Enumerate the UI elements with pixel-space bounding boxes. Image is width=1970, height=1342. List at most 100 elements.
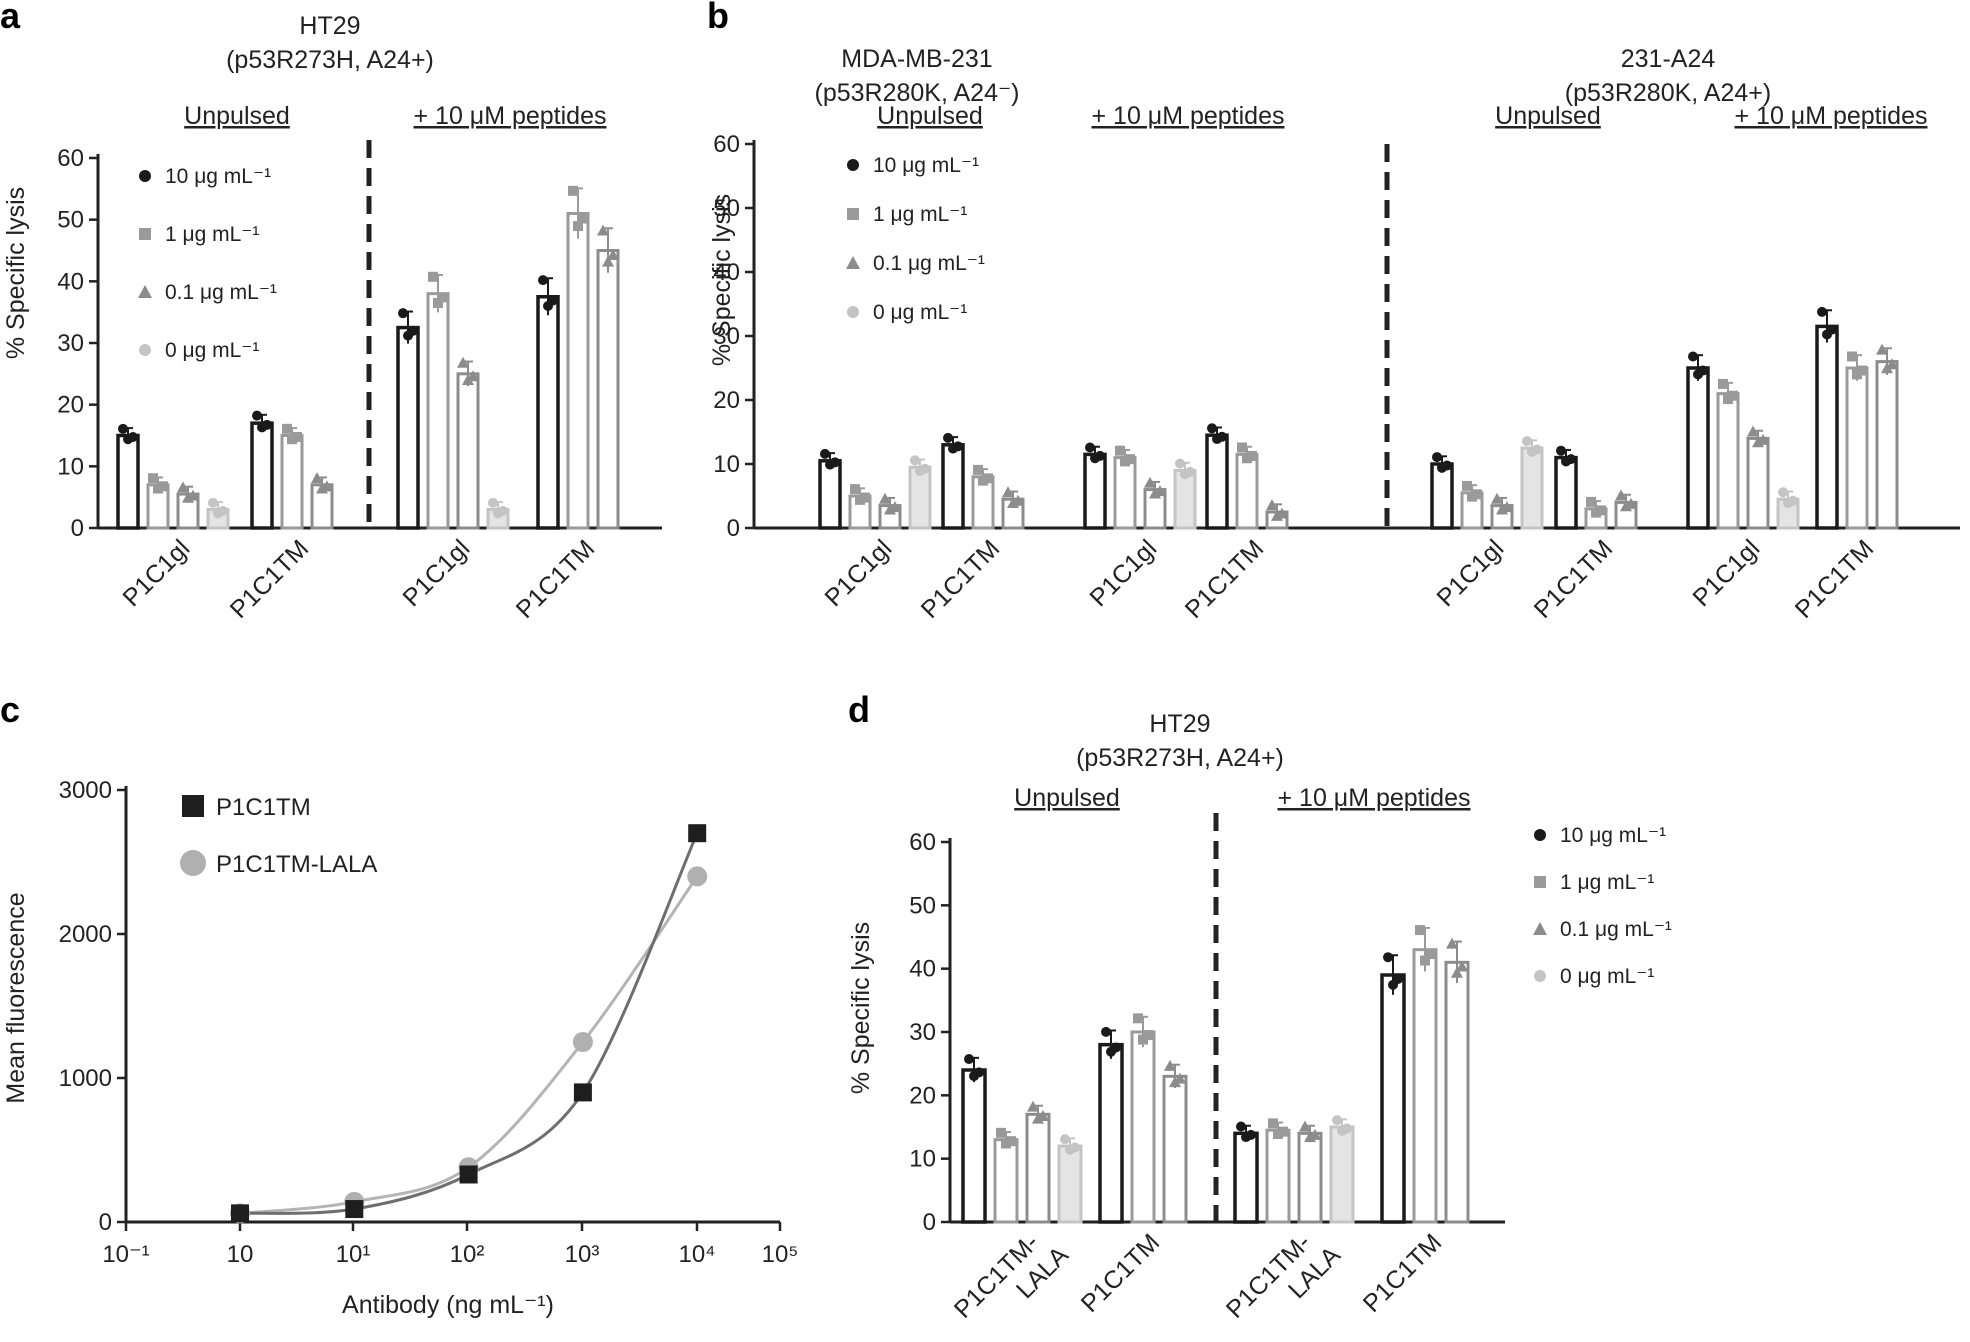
panel-d-y-axis-label: % Specific lysis bbox=[847, 922, 875, 1094]
data-point-2-3 bbox=[1342, 1123, 1352, 1134]
panel-a-section-unpulsed: Unpulsed bbox=[184, 102, 290, 130]
panel-b-title-right: 231-A24 bbox=[1621, 45, 1716, 73]
category-label-3: P1C1TM bbox=[511, 534, 601, 624]
data-point-1-0 bbox=[262, 419, 272, 430]
data-point-4-0 bbox=[1442, 460, 1452, 471]
data-point-4-3 bbox=[1522, 436, 1532, 447]
y-tick-label: 40 bbox=[57, 268, 84, 295]
data-point-6-3 bbox=[1778, 487, 1788, 498]
bar-4-3 bbox=[1520, 446, 1544, 530]
bar-3-1 bbox=[1412, 948, 1438, 1224]
category-label-4: P1C1gl bbox=[1431, 534, 1509, 612]
y-tick-label: 20 bbox=[909, 1082, 936, 1109]
y-tick-label: 0 bbox=[727, 515, 740, 542]
bar-7-2 bbox=[1875, 360, 1899, 530]
data-point-2-0 bbox=[1246, 1129, 1256, 1140]
bar-0-2 bbox=[1025, 1112, 1051, 1224]
data-point-0-3 bbox=[218, 505, 228, 516]
data-point-0-1 bbox=[850, 484, 860, 495]
bar-1-1 bbox=[280, 434, 304, 530]
data-point-6-3 bbox=[1788, 495, 1798, 506]
legend-square-marker-icon bbox=[182, 795, 204, 817]
category-label-0: P1C1TM-LALA bbox=[949, 1220, 1074, 1342]
data-point-4-1 bbox=[1472, 489, 1482, 500]
data-point-3-0 bbox=[1393, 973, 1403, 984]
category-label-2: P1C1gl bbox=[1084, 534, 1162, 612]
bar-2-0 bbox=[1083, 452, 1107, 530]
legend-label-2: 0.1 μg mL⁻¹ bbox=[873, 252, 985, 275]
data-point-6-0 bbox=[1688, 351, 1698, 362]
panel-a-subtitle: (p53R273H, A24+) bbox=[226, 46, 434, 74]
legend-label-2: 0.1 μg mL⁻¹ bbox=[1560, 918, 1672, 941]
data-point-3-0 bbox=[538, 275, 548, 286]
data-point-5-1 bbox=[1586, 496, 1596, 507]
x-tick-label: 10⁻¹ bbox=[102, 1241, 149, 1268]
data-point-4-3 bbox=[1532, 444, 1542, 455]
y-tick-label: 30 bbox=[57, 330, 84, 357]
y-tick-label: 10 bbox=[909, 1146, 936, 1173]
data-point-2-3 bbox=[1332, 1115, 1342, 1126]
panel-a-section-peptides: + 10 μM peptides bbox=[414, 102, 607, 130]
panel-d-title: HT29 bbox=[1149, 710, 1210, 738]
data-point-3-2 bbox=[1266, 499, 1278, 511]
panel-d-legend: 10 μg mL⁻¹ 1 μg mL⁻¹ 0.1 μg mL⁻¹ 0 μg mL⁻¹ bbox=[1533, 824, 1672, 988]
data-point-2-1 bbox=[1268, 1118, 1278, 1129]
y-tick-label: 0 bbox=[99, 1209, 112, 1236]
legend-label-3: 0 μg mL⁻¹ bbox=[165, 339, 259, 362]
triangle-marker-icon bbox=[846, 256, 860, 269]
category-label-7: P1C1TM bbox=[1790, 534, 1880, 624]
data-point-2-2 bbox=[1299, 1120, 1311, 1132]
data-point-2-2 bbox=[457, 356, 469, 368]
data-point-6-2 bbox=[1757, 433, 1769, 445]
data-point-3-1 bbox=[573, 221, 583, 232]
legend-label-0: 10 μg mL⁻¹ bbox=[1560, 824, 1666, 847]
panel-b-section-2: + 10 μM peptides bbox=[1092, 102, 1285, 130]
x-tick-label: 10² bbox=[450, 1241, 485, 1268]
data-point-3-1 bbox=[1415, 925, 1425, 936]
x-tick-label: 10 bbox=[227, 1241, 254, 1268]
circle-marker-icon bbox=[139, 170, 151, 182]
bar-0-3 bbox=[1057, 1144, 1083, 1224]
panel-b-subtitle-right: (p53R280K, A24+) bbox=[1565, 79, 1771, 107]
legend-label-1: 1 μg mL⁻¹ bbox=[873, 203, 967, 226]
bar-0-0 bbox=[961, 1068, 987, 1224]
panel-b-subtitle-left: (p53R280K, A24⁻) bbox=[815, 79, 1020, 107]
data-point-1-2 bbox=[1012, 494, 1024, 506]
circle-marker-icon bbox=[847, 306, 859, 318]
bar-0-0 bbox=[116, 433, 140, 530]
panel-letter-c: c bbox=[0, 689, 20, 730]
data-point-3-1 bbox=[578, 213, 588, 224]
data-point-1-2 bbox=[1169, 1076, 1181, 1088]
bar-7-0 bbox=[1815, 324, 1839, 530]
category-label-1: P1C1TM bbox=[1076, 1228, 1166, 1318]
data-point-7-0 bbox=[1827, 324, 1837, 335]
data-point-0-3 bbox=[920, 463, 930, 474]
data-point-6-0 bbox=[1698, 365, 1708, 376]
data-point-2-0 bbox=[398, 308, 408, 319]
data-point-0-2 bbox=[1027, 1100, 1039, 1112]
bar-1-0 bbox=[941, 443, 965, 530]
data-point-2-2 bbox=[467, 370, 479, 382]
legend-circle-marker-icon bbox=[180, 850, 206, 876]
data-point-1-1 bbox=[292, 431, 302, 442]
y-tick-label: 20 bbox=[57, 392, 84, 419]
legend-label-2: 0.1 μg mL⁻¹ bbox=[165, 281, 277, 304]
bar-1-1 bbox=[1130, 1030, 1156, 1224]
data-point-3-1 bbox=[568, 185, 578, 196]
panel-b-title-left: MDA-MB-231 bbox=[841, 45, 992, 73]
panel-b-legend: 10 μg mL⁻¹ 1 μg mL⁻¹ 0.1 μg mL⁻¹ 0 μg mL⁻¹ bbox=[846, 154, 985, 324]
x-tick-label: 10⁵ bbox=[762, 1241, 799, 1268]
bar-7-1 bbox=[1845, 366, 1869, 530]
data-point-7-2 bbox=[1886, 358, 1898, 370]
panel-c-legend: P1C1TM P1C1TM-LALA bbox=[180, 794, 377, 878]
curve-P1C1TM-LALA bbox=[239, 875, 699, 1215]
legend-label-0: 10 μg mL⁻¹ bbox=[873, 154, 979, 177]
data-point-5-0 bbox=[1556, 445, 1566, 456]
category-label-1: P1C1TM bbox=[225, 534, 315, 624]
panel-a: a HT29 (p53R273H, A24+) Unpulsed + 10 μM… bbox=[0, 0, 662, 624]
panel-d: d HT29 (p53R273H, A24+) Unpulsed + 10 μM… bbox=[847, 689, 1672, 1342]
data-point-0-1 bbox=[996, 1127, 1006, 1138]
data-point-0-2 bbox=[187, 489, 199, 501]
y-tick-label: 50 bbox=[713, 195, 740, 222]
